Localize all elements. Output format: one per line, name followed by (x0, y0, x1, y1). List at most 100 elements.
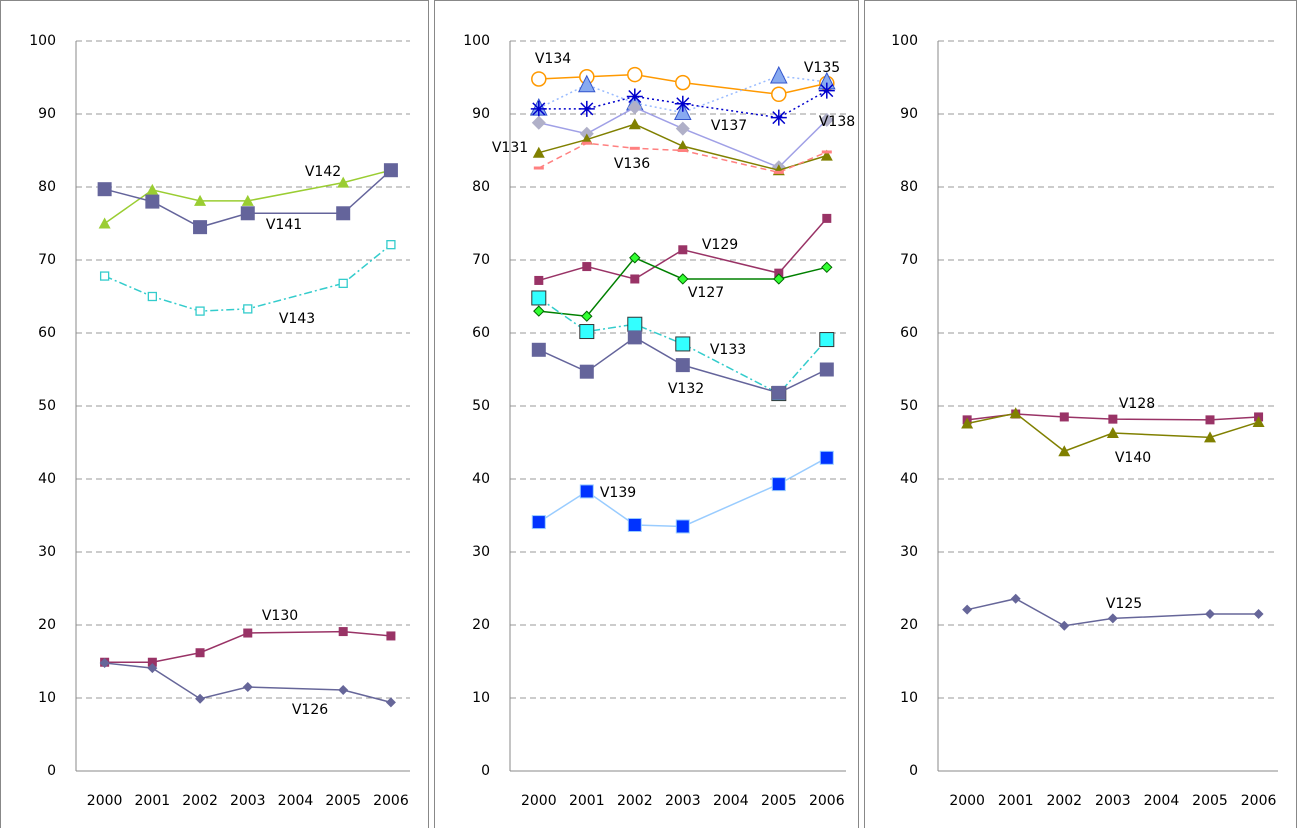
y-tick-label: 10 (900, 690, 918, 706)
x-tick-label: 2004 (1144, 793, 1180, 809)
y-tick-label: 90 (472, 106, 490, 122)
marker (819, 362, 834, 377)
y-tick-label: 80 (472, 179, 490, 195)
marker (97, 182, 112, 197)
y-tick-label: 0 (909, 763, 918, 779)
panel-border (864, 0, 1297, 832)
marker (628, 118, 641, 130)
line (538, 73, 827, 96)
y-tick-label: 50 (900, 398, 918, 414)
marker (383, 163, 398, 178)
marker (145, 194, 160, 209)
line (104, 169, 392, 228)
series-label: V126 (292, 702, 328, 718)
marker (240, 206, 255, 221)
y-tick-label: 80 (38, 179, 56, 195)
x-tick-label: 2003 (230, 793, 266, 809)
marker (531, 515, 546, 530)
marker (386, 240, 396, 250)
x-tick-label: 2005 (1192, 793, 1228, 809)
series-label: V139 (600, 485, 636, 501)
y-tick-label: 40 (472, 471, 490, 487)
marker (531, 115, 546, 130)
line (104, 630, 391, 663)
y-tick-label: 20 (472, 617, 490, 633)
series-label: V133 (710, 342, 746, 358)
marker (770, 109, 787, 126)
x-tick-label: 2002 (182, 793, 218, 809)
marker (962, 604, 973, 615)
marker (338, 684, 349, 695)
x-tick-label: 2005 (325, 793, 361, 809)
marker (195, 693, 206, 704)
marker (1059, 412, 1069, 422)
marker (385, 697, 396, 708)
marker (241, 194, 254, 206)
marker (819, 332, 835, 348)
marker (629, 146, 640, 150)
marker (195, 306, 205, 316)
marker (961, 417, 974, 429)
x-tick-label: 2002 (617, 793, 653, 809)
x-tick-label: 2001 (998, 793, 1034, 809)
marker (534, 275, 544, 285)
x-tick-label: 2006 (809, 793, 845, 809)
series-label: V135 (804, 60, 840, 76)
series-label: V129 (702, 237, 738, 253)
marker (1010, 593, 1021, 604)
x-tick-label: 2004 (278, 793, 314, 809)
marker (243, 628, 253, 638)
marker (1204, 431, 1216, 443)
x-tick-label: 2006 (373, 793, 409, 809)
marker (769, 65, 788, 84)
y-tick-label: 50 (472, 398, 490, 414)
marker (627, 517, 642, 532)
marker (819, 112, 834, 127)
marker (581, 141, 592, 145)
y-tick-label: 0 (47, 763, 56, 779)
series-label: V134 (535, 51, 571, 67)
marker (579, 364, 594, 379)
marker (626, 88, 643, 105)
marker (338, 278, 348, 289)
y-tick-label: 60 (38, 325, 56, 341)
panel-border (0, 0, 429, 832)
y-tick-label: 40 (900, 471, 918, 487)
line (538, 336, 828, 394)
x-tick-label: 2004 (713, 793, 749, 809)
line (538, 106, 828, 169)
marker (336, 206, 351, 221)
marker (1205, 609, 1215, 620)
line (538, 217, 828, 282)
marker (530, 100, 547, 117)
marker (676, 140, 689, 152)
marker (771, 477, 786, 492)
y-tick-label: 100 (29, 33, 56, 49)
marker (338, 627, 348, 637)
marker (581, 310, 593, 322)
marker (579, 484, 594, 499)
y-tick-label: 100 (891, 33, 918, 49)
marker (577, 74, 596, 93)
marker (773, 273, 785, 285)
y-tick-label: 20 (38, 617, 56, 633)
marker (677, 149, 688, 152)
series-label: V137 (711, 118, 747, 134)
marker (337, 176, 350, 188)
y-tick-label: 80 (900, 179, 918, 195)
marker (531, 71, 547, 87)
marker (627, 330, 642, 345)
y-tick-label: 10 (472, 690, 490, 706)
x-tick-label: 2001 (135, 793, 171, 809)
y-tick-label: 30 (38, 544, 56, 560)
marker (99, 271, 110, 281)
marker (1253, 609, 1264, 620)
marker (579, 324, 595, 340)
marker (771, 385, 786, 400)
y-tick-label: 0 (481, 763, 490, 779)
line (966, 412, 1259, 453)
x-tick-label: 2006 (1241, 793, 1277, 809)
marker (822, 213, 832, 223)
marker (1205, 415, 1215, 425)
